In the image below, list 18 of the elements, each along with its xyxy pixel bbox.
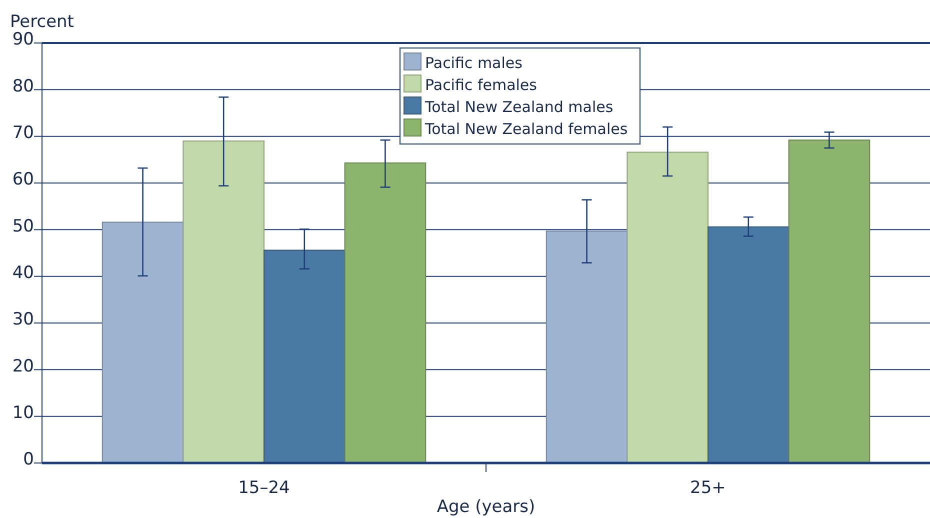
- y-tick-label: 40: [12, 263, 34, 284]
- y-tick-label: 50: [12, 216, 34, 236]
- y-tick-label: 10: [12, 403, 34, 424]
- legend-label: Pacific males: [425, 54, 523, 72]
- y-axis-title: Percent: [10, 12, 74, 32]
- x-tick-label: 15–24: [238, 478, 290, 498]
- y-tick-label: 0: [23, 450, 34, 470]
- legend-label: Total New Zealand males: [424, 98, 614, 116]
- x-tick-label: 25+: [690, 478, 726, 498]
- x-axis-title: Age (years): [436, 497, 536, 517]
- y-tick-label: 20: [12, 356, 34, 376]
- y-tick-label: 80: [12, 76, 34, 96]
- legend-label: Total New Zealand females: [424, 120, 628, 138]
- legend-label: Pacific females: [425, 76, 538, 94]
- y-tick-label: 70: [12, 123, 34, 144]
- y-tick-label: 60: [12, 170, 34, 190]
- y-tick-label: 90: [12, 30, 34, 50]
- y-tick-label: 30: [12, 310, 34, 330]
